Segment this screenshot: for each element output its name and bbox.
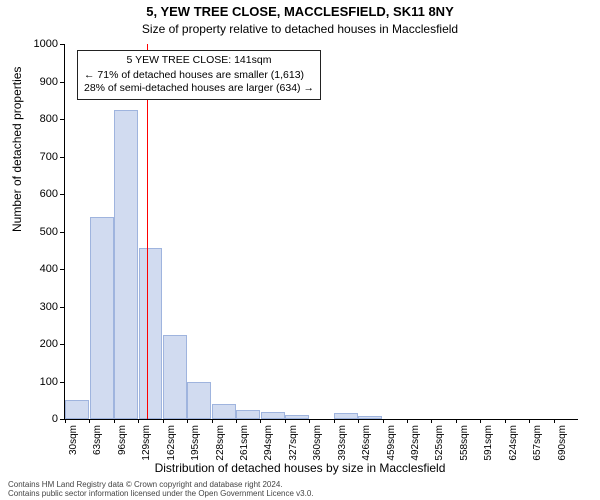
x-tick-label: 492sqm	[411, 425, 421, 465]
y-tick-label: 300	[8, 302, 58, 313]
x-tick-mark	[505, 419, 506, 423]
x-tick-mark	[554, 419, 555, 423]
chart-title: 5, YEW TREE CLOSE, MACCLESFIELD, SK11 8N…	[0, 4, 600, 19]
histogram-bar	[187, 382, 211, 420]
x-tick-label: 63sqm	[93, 425, 103, 465]
x-tick-label: 426sqm	[362, 425, 372, 465]
y-tick-mark	[60, 382, 64, 383]
x-tick-label: 129sqm	[142, 425, 152, 465]
y-tick-mark	[60, 157, 64, 158]
histogram-bar	[139, 248, 163, 419]
x-tick-mark	[138, 419, 139, 423]
x-tick-mark	[114, 419, 115, 423]
x-tick-label: 96sqm	[118, 425, 128, 465]
y-tick-mark	[60, 344, 64, 345]
footer-attribution: Contains HM Land Registry data © Crown c…	[8, 480, 314, 499]
y-tick-mark	[60, 232, 64, 233]
histogram-bar	[285, 415, 309, 419]
x-tick-label: 657sqm	[533, 425, 543, 465]
y-tick-label: 800	[8, 114, 58, 125]
x-tick-mark	[212, 419, 213, 423]
x-tick-label: 228sqm	[216, 425, 226, 465]
x-tick-mark	[285, 419, 286, 423]
reference-line	[147, 44, 148, 419]
x-tick-label: 294sqm	[264, 425, 274, 465]
y-tick-mark	[60, 119, 64, 120]
y-tick-mark	[60, 44, 64, 45]
y-tick-label: 700	[8, 152, 58, 163]
x-tick-label: 624sqm	[509, 425, 519, 465]
annotation-line3: 28% of semi-detached houses are larger (…	[84, 82, 314, 96]
histogram-bar	[236, 410, 260, 419]
y-tick-label: 500	[8, 227, 58, 238]
x-tick-mark	[383, 419, 384, 423]
x-tick-mark	[480, 419, 481, 423]
histogram-bar	[163, 335, 187, 419]
y-tick-label: 200	[8, 339, 58, 350]
histogram-bar	[358, 416, 382, 419]
x-tick-mark	[431, 419, 432, 423]
y-axis-label: Number of detached properties	[10, 67, 24, 232]
x-tick-mark	[358, 419, 359, 423]
y-tick-label: 100	[8, 377, 58, 388]
annotation-box: 5 YEW TREE CLOSE: 141sqm ← 71% of detach…	[77, 50, 321, 100]
y-tick-label: 600	[8, 189, 58, 200]
histogram-bar	[261, 412, 285, 420]
y-tick-mark	[60, 419, 64, 420]
x-tick-label: 393sqm	[338, 425, 348, 465]
x-tick-mark	[65, 419, 66, 423]
x-tick-label: 30sqm	[69, 425, 79, 465]
y-tick-label: 0	[8, 414, 58, 425]
x-tick-label: 195sqm	[191, 425, 201, 465]
x-tick-mark	[407, 419, 408, 423]
chart-subtitle: Size of property relative to detached ho…	[0, 22, 600, 36]
y-tick-mark	[60, 307, 64, 308]
annotation-line2: ← 71% of detached houses are smaller (1,…	[84, 69, 314, 83]
histogram-bar	[90, 217, 114, 420]
annotation-line1: 5 YEW TREE CLOSE: 141sqm	[84, 54, 314, 68]
x-tick-mark	[89, 419, 90, 423]
x-tick-label: 690sqm	[558, 425, 568, 465]
x-tick-mark	[236, 419, 237, 423]
x-tick-mark	[260, 419, 261, 423]
x-tick-label: 360sqm	[313, 425, 323, 465]
x-tick-mark	[187, 419, 188, 423]
y-tick-label: 1000	[8, 39, 58, 50]
footer-line1: Contains HM Land Registry data © Crown c…	[8, 480, 314, 490]
x-tick-label: 525sqm	[435, 425, 445, 465]
histogram-bar	[114, 110, 138, 419]
x-tick-mark	[163, 419, 164, 423]
histogram-bar	[212, 404, 236, 419]
y-tick-mark	[60, 82, 64, 83]
y-tick-label: 900	[8, 77, 58, 88]
x-tick-label: 591sqm	[484, 425, 494, 465]
y-tick-mark	[60, 194, 64, 195]
plot-area: 5 YEW TREE CLOSE: 141sqm ← 71% of detach…	[64, 44, 578, 420]
histogram-bar	[65, 400, 89, 419]
x-tick-mark	[334, 419, 335, 423]
x-tick-label: 261sqm	[240, 425, 250, 465]
x-tick-mark	[529, 419, 530, 423]
histogram-bar	[334, 413, 358, 419]
y-tick-label: 400	[8, 264, 58, 275]
x-tick-mark	[309, 419, 310, 423]
x-tick-label: 459sqm	[387, 425, 397, 465]
x-tick-label: 558sqm	[460, 425, 470, 465]
x-tick-mark	[456, 419, 457, 423]
x-tick-label: 327sqm	[289, 425, 299, 465]
y-tick-mark	[60, 269, 64, 270]
x-tick-label: 162sqm	[167, 425, 177, 465]
footer-line2: Contains public sector information licen…	[8, 489, 314, 499]
